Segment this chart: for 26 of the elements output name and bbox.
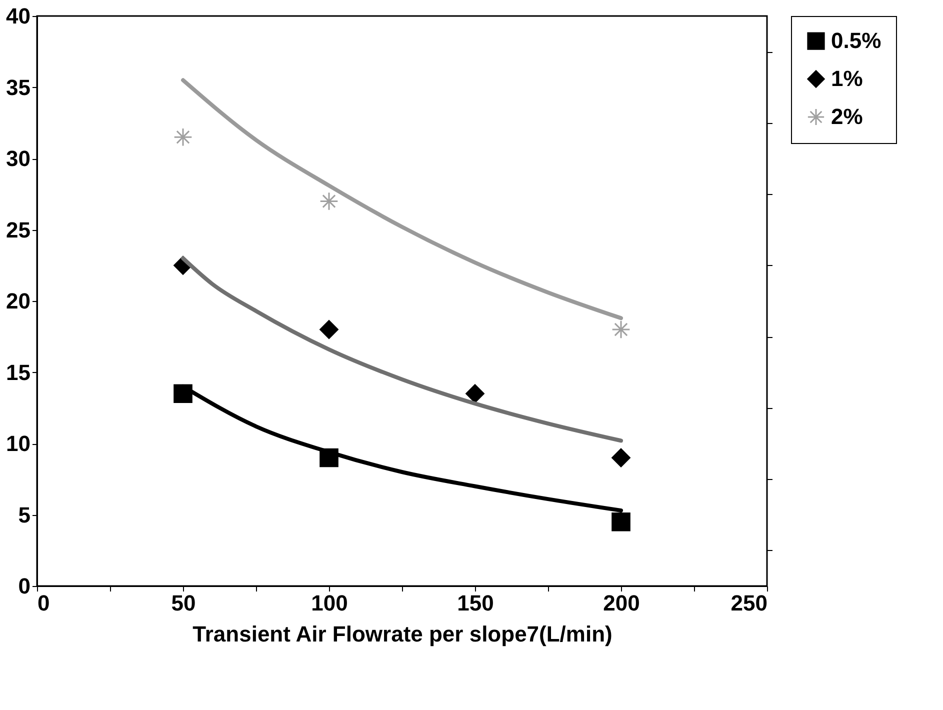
x-tick-label: 150 xyxy=(457,590,494,616)
y-tick-label: 5 xyxy=(18,502,30,528)
y-tick-label: 10 xyxy=(6,431,30,456)
point xyxy=(612,448,630,468)
point xyxy=(612,320,630,339)
point xyxy=(320,320,338,339)
y-tick-label: 40 xyxy=(6,4,30,28)
legend-label: 2% xyxy=(831,104,863,129)
point xyxy=(320,192,338,211)
x-tick-label: 200 xyxy=(603,590,640,616)
x-tick-label: 250 xyxy=(730,590,768,616)
x-tick-label: 0 xyxy=(38,590,50,616)
y-tick-label: 30 xyxy=(6,146,30,171)
x-axis-title: Transient Air Flowrate per slope7(L/min) xyxy=(192,622,612,646)
y-tick-label: 20 xyxy=(6,288,30,314)
x-tick-label: 50 xyxy=(171,590,196,616)
legend-label: 0.5% xyxy=(831,28,882,53)
y-tick-label: 35 xyxy=(6,74,30,100)
point xyxy=(466,384,484,404)
x-tick-label: 100 xyxy=(311,590,348,616)
point xyxy=(612,512,630,532)
y-tick-label: 15 xyxy=(6,360,30,385)
legend-label: 1% xyxy=(831,66,863,91)
y-tick-label: 0 xyxy=(18,574,30,598)
y-tick-label: 25 xyxy=(6,217,30,242)
point xyxy=(174,128,192,147)
